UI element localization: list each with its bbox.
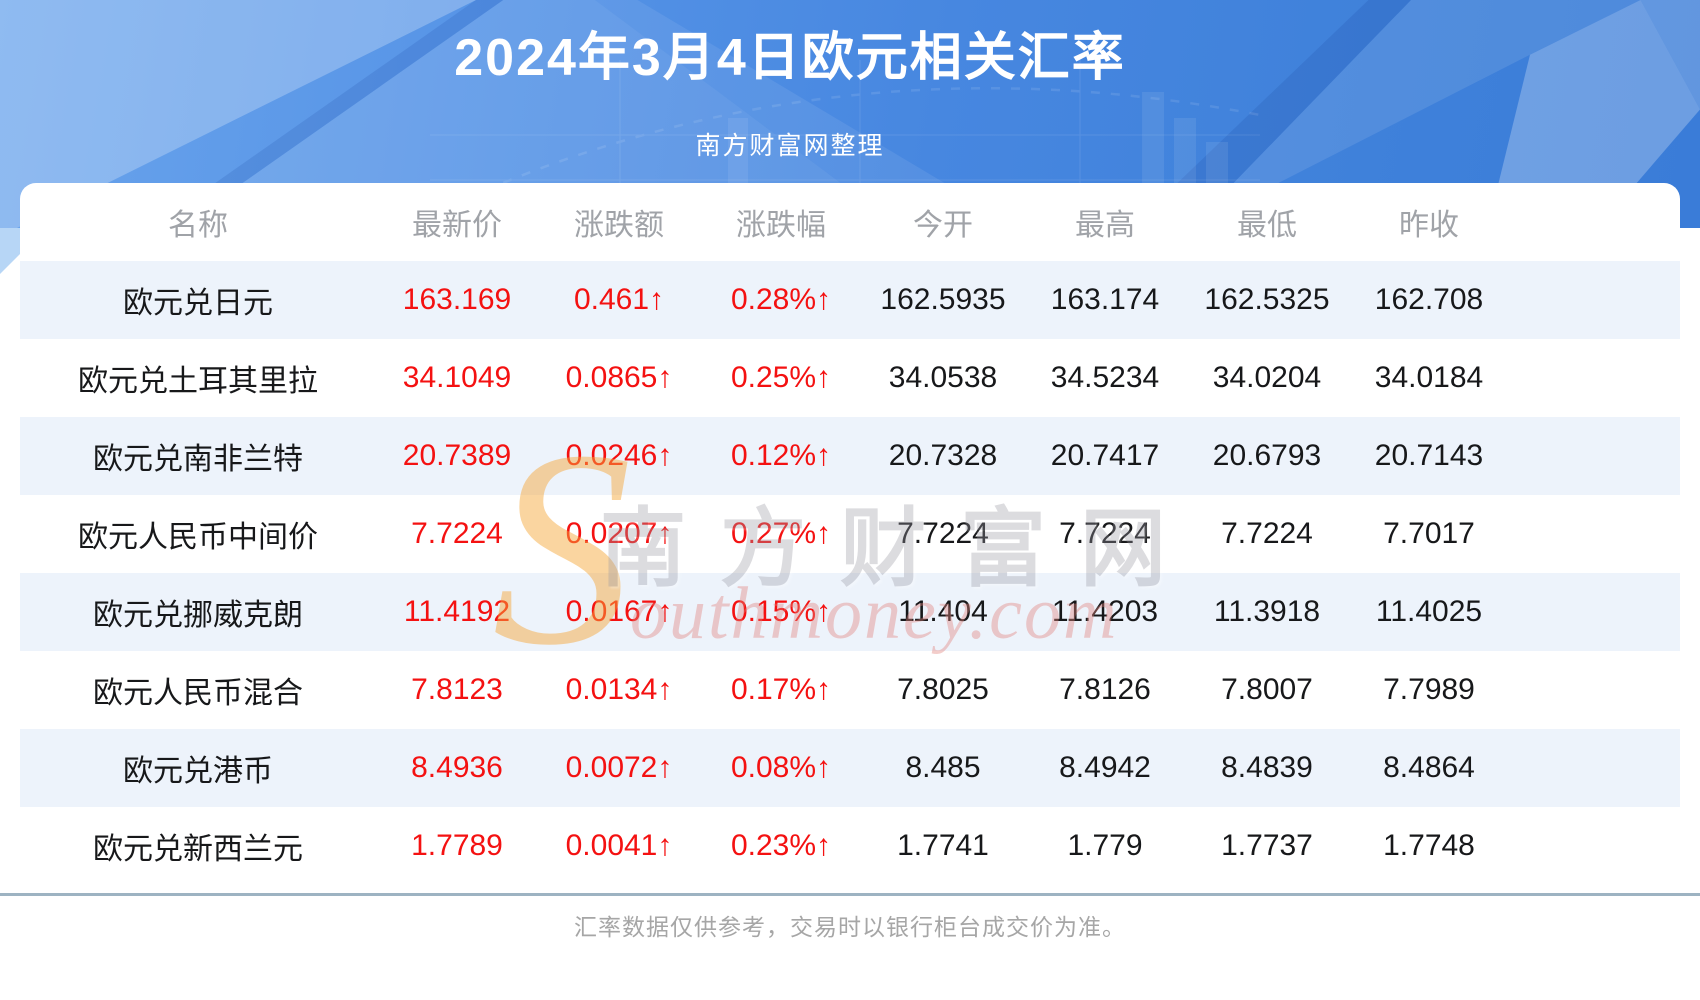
cell-pair-name: 欧元兑挪威克朗 <box>93 599 303 632</box>
cell-latest: 8.4936 <box>411 751 503 784</box>
cell-high: 163.174 <box>1050 283 1160 316</box>
table-body: 欧元兑日元 163.169 0.461↑ 0.28%↑ 162.5935 163.174 1… <box>20 261 1680 885</box>
cell-prev-close: 162.708 <box>1374 283 1484 316</box>
table-row: 欧元兑港币 8.4936 0.0072↑ 0.08%↑ 8.485 8.4942 8.483… <box>20 729 1680 807</box>
column-header-latest: 最新价 <box>412 209 502 242</box>
page-title: 2024年3月4日欧元相关汇率 <box>454 29 1126 87</box>
cell-latest: 1.7789 <box>411 829 503 862</box>
hero-text-block: 2024年3月4日欧元相关汇率 南方财富网整理 <box>0 0 1580 162</box>
cell-pair-name: 欧元兑新西兰元 <box>93 833 303 866</box>
cell-latest: 34.1049 <box>402 361 512 394</box>
cell-pair-name: 欧元兑土耳其里拉 <box>78 365 318 398</box>
cell-change: 0.0167↑ <box>565 595 673 628</box>
cell-low: 11.3918 <box>1213 595 1321 628</box>
cell-pct: 0.12%↑ <box>730 439 832 472</box>
column-header-high: 最高 <box>1075 209 1135 242</box>
footer-divider <box>0 893 1700 896</box>
cell-prev-close: 20.7143 <box>1374 439 1484 472</box>
cell-prev-close: 8.4864 <box>1383 751 1475 784</box>
column-header-open: 今开 <box>913 209 973 242</box>
table-row: 欧元兑挪威克朗 11.4192 0.0167↑ 0.15%↑ 11.404 11.4203… <box>20 573 1680 651</box>
cell-low: 7.7224 <box>1221 517 1313 550</box>
cell-high: 7.8126 <box>1059 673 1151 706</box>
cell-pct: 0.23%↑ <box>730 829 832 862</box>
column-header-prev-close: 昨收 <box>1399 209 1459 242</box>
cell-change: 0.461↑ <box>573 283 665 316</box>
cell-change: 0.0134↑ <box>565 673 673 706</box>
cell-open: 162.5935 <box>880 283 1006 316</box>
column-header-change: 涨跌额 <box>574 209 664 242</box>
cell-pair-name: 欧元兑南非兰特 <box>93 443 303 476</box>
cell-low: 7.8007 <box>1221 673 1313 706</box>
exchange-rate-table: 名称 最新价 涨跌额 涨跌幅 今开 最高 最低 昨收 欧元兑日元 163.169 0… <box>20 183 1680 885</box>
table-row: 欧元兑土耳其里拉 34.1049 0.0865↑ 0.25%↑ 34.0538 34.52… <box>20 339 1680 417</box>
cell-latest: 20.7389 <box>402 439 512 472</box>
cell-prev-close: 7.7989 <box>1383 673 1475 706</box>
table-row: 欧元人民币中间价 7.7224 0.0207↑ 0.27%↑ 7.7224 7.7224 7… <box>20 495 1680 573</box>
cell-latest: 163.169 <box>402 283 512 316</box>
cell-open: 34.0538 <box>888 361 998 394</box>
cell-open: 7.7224 <box>897 517 989 550</box>
cell-prev-close: 7.7017 <box>1383 517 1475 550</box>
cell-open: 7.8025 <box>897 673 989 706</box>
cell-open: 8.485 <box>905 751 981 784</box>
cell-open: 1.7741 <box>897 829 989 862</box>
table-row: 欧元人民币混合 7.8123 0.0134↑ 0.17%↑ 7.8025 7.8126 7.… <box>20 651 1680 729</box>
cell-pair-name: 欧元人民币混合 <box>93 677 303 710</box>
cell-prev-close: 1.7748 <box>1383 829 1475 862</box>
cell-change: 0.0207↑ <box>565 517 673 550</box>
cell-pair-name: 欧元兑日元 <box>123 287 273 320</box>
cell-prev-close: 34.0184 <box>1374 361 1484 394</box>
cell-pct: 0.17%↑ <box>730 673 832 706</box>
cell-high: 1.779 <box>1067 829 1143 862</box>
cell-pct: 0.15%↑ <box>730 595 832 628</box>
cell-low: 162.5325 <box>1204 283 1330 316</box>
table-header-row: 名称 最新价 涨跌额 涨跌幅 今开 最高 最低 昨收 <box>20 183 1680 261</box>
table-row: 欧元兑新西兰元 1.7789 0.0041↑ 0.23%↑ 1.7741 1.779 1.7… <box>20 807 1680 885</box>
cell-pct: 0.25%↑ <box>730 361 832 394</box>
column-header-pct: 涨跌幅 <box>736 209 826 242</box>
cell-pair-name: 欧元人民币中间价 <box>78 521 318 554</box>
cell-high: 34.5234 <box>1050 361 1160 394</box>
cell-open: 11.404 <box>898 595 988 628</box>
cell-latest: 7.7224 <box>411 517 503 550</box>
cell-latest: 7.8123 <box>411 673 503 706</box>
cell-pair-name: 欧元兑港币 <box>123 755 273 788</box>
cell-change: 0.0246↑ <box>565 439 673 472</box>
table-row: 欧元兑日元 163.169 0.461↑ 0.28%↑ 162.5935 163.174 1… <box>20 261 1680 339</box>
footer-disclaimer: 汇率数据仅供参考，交易时以银行柜台成交价为准。 <box>574 914 1126 940</box>
cell-change: 0.0865↑ <box>565 361 673 394</box>
cell-low: 1.7737 <box>1221 829 1313 862</box>
cell-high: 11.4203 <box>1051 595 1159 628</box>
cell-pct: 0.28%↑ <box>730 283 832 316</box>
cell-high: 7.7224 <box>1059 517 1151 550</box>
cell-low: 34.0204 <box>1212 361 1322 394</box>
cell-latest: 11.4192 <box>403 595 511 628</box>
cell-low: 8.4839 <box>1221 751 1313 784</box>
cell-high: 20.7417 <box>1050 439 1160 472</box>
cell-change: 0.0041↑ <box>565 829 673 862</box>
cell-prev-close: 11.4025 <box>1375 595 1483 628</box>
cell-pct: 0.08%↑ <box>730 751 832 784</box>
cell-pct: 0.27%↑ <box>730 517 832 550</box>
page-subtitle: 南方财富网整理 <box>695 132 885 160</box>
table-row: 欧元兑南非兰特 20.7389 0.0246↑ 0.12%↑ 20.7328 20.741… <box>20 417 1680 495</box>
cell-low: 20.6793 <box>1212 439 1322 472</box>
cell-open: 20.7328 <box>888 439 998 472</box>
cell-change: 0.0072↑ <box>565 751 673 784</box>
cell-high: 8.4942 <box>1059 751 1151 784</box>
column-header-low: 最低 <box>1237 209 1297 242</box>
column-header-name: 名称 <box>168 209 228 242</box>
